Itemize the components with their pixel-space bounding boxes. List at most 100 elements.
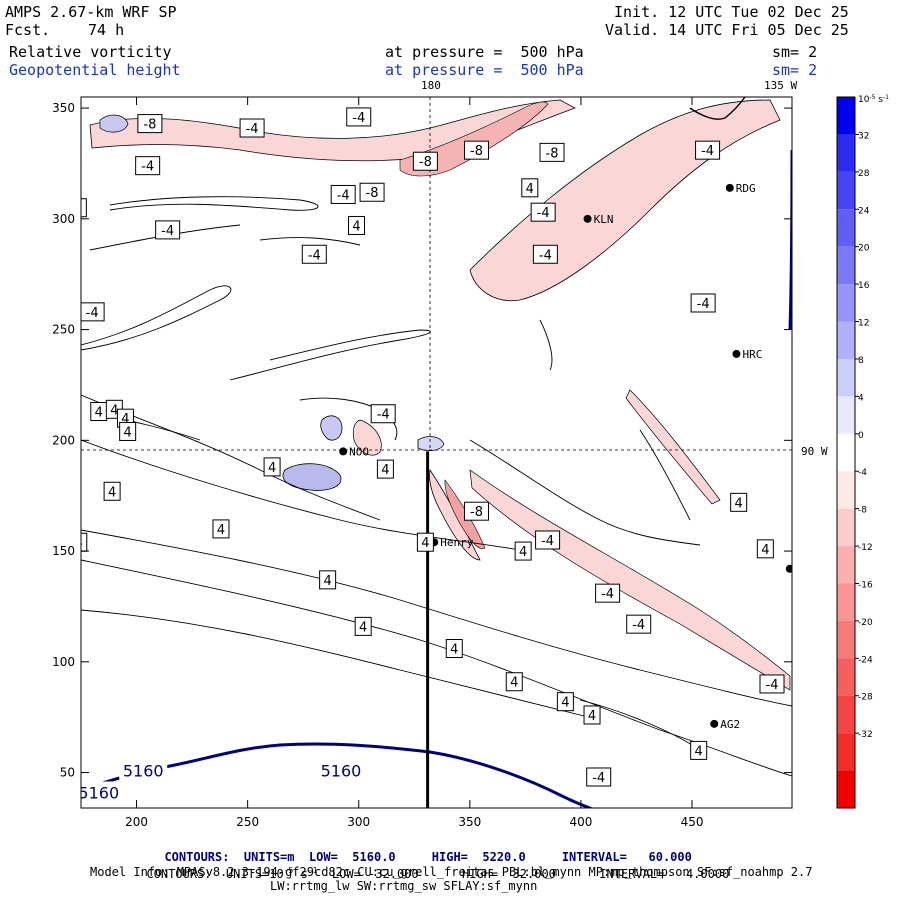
contour-label: -4 bbox=[701, 144, 714, 159]
pressure2-label: at pressure = 500 hPa bbox=[385, 61, 584, 79]
x-tick-label: 250 bbox=[236, 815, 259, 829]
station-marker bbox=[710, 719, 719, 728]
colorbar-tick-label: 32 bbox=[858, 131, 869, 141]
contour-label-box bbox=[354, 616, 372, 636]
contour-label: 4 bbox=[526, 182, 534, 197]
contour-label-box bbox=[239, 118, 265, 138]
footer-vort-e: INTERVAL= 4.0000 bbox=[599, 867, 730, 881]
contour-label-box bbox=[370, 404, 396, 424]
colorbar-tick-label: 28 bbox=[858, 169, 870, 179]
height-label: 5160 bbox=[321, 761, 362, 780]
contour-label: 4 bbox=[217, 523, 225, 538]
contour-label-box bbox=[759, 674, 785, 694]
contour-label-box bbox=[583, 705, 601, 725]
lat-90w-label: 90 W bbox=[801, 445, 828, 458]
contour-label: 4 bbox=[75, 536, 83, 551]
station-label: NOO bbox=[349, 445, 369, 458]
contour-label-box bbox=[412, 151, 438, 171]
contour-label-box bbox=[212, 519, 230, 539]
contour-label: 4 bbox=[108, 485, 116, 500]
colorbar-swatch bbox=[837, 695, 855, 734]
valid-time: Valid. 14 UTC Fri 05 Dec 25 bbox=[605, 21, 849, 39]
contour-label: -4 bbox=[766, 678, 779, 693]
station-label: HRC bbox=[742, 348, 762, 361]
colorbar-swatch bbox=[837, 396, 855, 434]
contour-label-box bbox=[330, 184, 356, 204]
colorbar-swatch bbox=[837, 433, 855, 472]
y-tick-label: 100 bbox=[52, 655, 75, 669]
colorbar-tick-label: 24 bbox=[858, 206, 870, 216]
contour-label-box bbox=[155, 220, 181, 240]
height-label: 5160 bbox=[78, 783, 119, 802]
station-label: LVT bbox=[647, 87, 667, 100]
height-label-box bbox=[119, 759, 168, 780]
field2-label: Geopotential height bbox=[9, 61, 181, 79]
x-tick-label: 450 bbox=[681, 815, 704, 829]
contour-label: -8 bbox=[143, 118, 156, 133]
contour-label: -4 bbox=[377, 408, 390, 423]
footer-model-info: Model Info: MPASv8.2.3-194-gf29cd82c CU:… bbox=[90, 865, 813, 879]
colorbar-tick-label: -20 bbox=[858, 618, 873, 628]
contour-label: -4 bbox=[86, 306, 99, 321]
colorbar-swatch bbox=[837, 171, 855, 210]
contour-label-box bbox=[756, 539, 774, 559]
station-label: AG2 bbox=[720, 718, 740, 731]
contour-label: 4 bbox=[519, 545, 527, 560]
contour-label-box bbox=[416, 532, 434, 552]
contour-label-box bbox=[137, 114, 163, 134]
contour-label-box bbox=[445, 639, 463, 659]
lon-180-label: 180 bbox=[421, 79, 441, 92]
colorbar-swatch bbox=[837, 471, 855, 509]
colorbar-tick-label: -12 bbox=[858, 543, 873, 553]
height-label-box bbox=[81, 781, 123, 802]
colorbar-unit: 10-5 s-1 bbox=[858, 94, 889, 105]
x-tick-label: 300 bbox=[347, 815, 370, 829]
height-contour-ne bbox=[689, 97, 746, 120]
contour-label: 4 bbox=[352, 219, 360, 234]
contour-label: -4 bbox=[632, 618, 645, 633]
contour-label: -4 bbox=[141, 160, 154, 175]
contour-label: -8 bbox=[546, 146, 559, 161]
contour-label: 4 bbox=[268, 461, 276, 476]
contour-label-box bbox=[81, 198, 87, 218]
colorbar-swatch bbox=[837, 97, 855, 135]
contour-label-box bbox=[505, 672, 523, 692]
contour-label-box bbox=[695, 140, 721, 160]
footer-vort-exp: -5 bbox=[283, 866, 294, 875]
contour-label-box bbox=[514, 541, 532, 561]
x-tick-label: 200 bbox=[125, 815, 148, 829]
colorbar-tick-label: 12 bbox=[858, 319, 869, 329]
contour-label-box bbox=[535, 530, 561, 550]
contour-label-box bbox=[521, 178, 539, 198]
station-marker bbox=[732, 349, 741, 358]
contour-label: 4 bbox=[95, 406, 103, 421]
station-label: RDG bbox=[736, 182, 756, 195]
contour-label-box bbox=[595, 583, 621, 603]
colorbar-tick-label: 16 bbox=[858, 281, 870, 291]
vorticity-positive-blob bbox=[99, 114, 129, 133]
x-tick-label: 400 bbox=[569, 815, 592, 829]
contour-label: 4 bbox=[735, 496, 743, 511]
vorticity-negative-band bbox=[625, 389, 721, 505]
contour-label: 4 bbox=[588, 709, 596, 724]
contour-label: 4 bbox=[381, 463, 389, 478]
footer-height-contours: CONTOURS: UNITS=m LOW= 5160.0 HIGH= 5220… bbox=[150, 838, 691, 864]
colorbar-tick-label: -28 bbox=[858, 693, 873, 703]
contour-label-box bbox=[556, 692, 574, 712]
station-label: Henry bbox=[440, 536, 473, 549]
colorbar-swatch bbox=[837, 358, 855, 397]
contour-label-box bbox=[301, 244, 327, 264]
contour-label-box bbox=[81, 302, 105, 322]
footer-model-info-2: LW:rrtmg_lw SW:rrtmg_sw SFLAY:sf_mynn bbox=[270, 879, 538, 893]
colorbar-tick-label: 4 bbox=[858, 393, 864, 403]
colorbar-tick-label: -32 bbox=[858, 730, 873, 740]
contour-label: 4 bbox=[421, 536, 429, 551]
contour-label-box bbox=[359, 182, 385, 202]
contour-label: 4 bbox=[121, 412, 129, 427]
colorbar-tick-label: 20 bbox=[858, 244, 870, 254]
contour-label: -4 bbox=[161, 224, 174, 239]
contour-label: 4 bbox=[359, 620, 367, 635]
contour-label: -8 bbox=[419, 155, 432, 170]
station-marker bbox=[583, 214, 592, 223]
